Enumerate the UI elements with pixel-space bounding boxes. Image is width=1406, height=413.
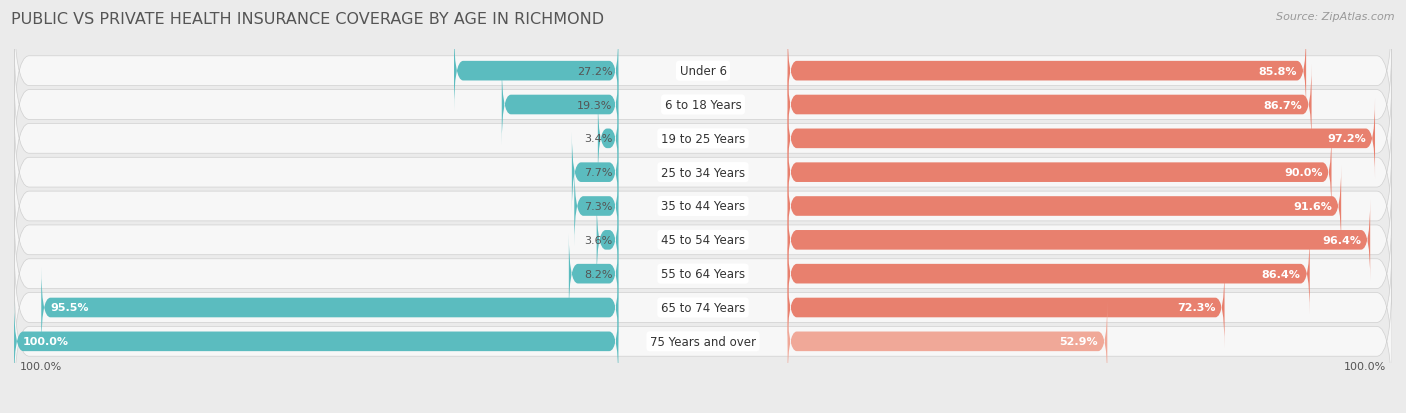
Text: 19 to 25 Years: 19 to 25 Years (661, 133, 745, 145)
Text: 6 to 18 Years: 6 to 18 Years (665, 99, 741, 112)
FancyBboxPatch shape (14, 272, 1392, 411)
Text: 91.6%: 91.6% (1294, 202, 1331, 211)
Text: 72.3%: 72.3% (1177, 303, 1215, 313)
Text: 52.9%: 52.9% (1060, 337, 1098, 347)
Text: 100.0%: 100.0% (1344, 361, 1386, 371)
Text: Source: ZipAtlas.com: Source: ZipAtlas.com (1277, 12, 1395, 22)
FancyBboxPatch shape (502, 64, 619, 146)
Text: 96.4%: 96.4% (1322, 235, 1361, 245)
FancyBboxPatch shape (41, 267, 619, 349)
Text: 90.0%: 90.0% (1284, 168, 1323, 178)
Text: 75 Years and over: 75 Years and over (650, 335, 756, 348)
FancyBboxPatch shape (787, 132, 1331, 214)
Text: 95.5%: 95.5% (51, 303, 89, 313)
FancyBboxPatch shape (14, 36, 1392, 175)
FancyBboxPatch shape (14, 137, 1392, 276)
Text: 100.0%: 100.0% (22, 337, 69, 347)
Text: 8.2%: 8.2% (583, 269, 613, 279)
Text: 35 to 44 Years: 35 to 44 Years (661, 200, 745, 213)
FancyBboxPatch shape (598, 98, 619, 180)
FancyBboxPatch shape (14, 204, 1392, 344)
Text: 19.3%: 19.3% (576, 100, 613, 110)
FancyBboxPatch shape (14, 171, 1392, 310)
Text: 45 to 54 Years: 45 to 54 Years (661, 234, 745, 247)
Text: 7.7%: 7.7% (583, 168, 613, 178)
FancyBboxPatch shape (787, 301, 1108, 382)
FancyBboxPatch shape (574, 166, 619, 247)
Text: 7.3%: 7.3% (583, 202, 613, 211)
Text: 3.6%: 3.6% (583, 235, 613, 245)
Text: 65 to 74 Years: 65 to 74 Years (661, 301, 745, 314)
Text: 86.4%: 86.4% (1261, 269, 1301, 279)
Text: 55 to 64 Years: 55 to 64 Years (661, 268, 745, 280)
FancyBboxPatch shape (454, 31, 619, 112)
Text: 27.2%: 27.2% (576, 66, 613, 76)
FancyBboxPatch shape (787, 199, 1371, 281)
FancyBboxPatch shape (14, 69, 1392, 209)
FancyBboxPatch shape (787, 233, 1310, 315)
FancyBboxPatch shape (569, 233, 619, 315)
FancyBboxPatch shape (787, 98, 1375, 180)
FancyBboxPatch shape (14, 301, 619, 382)
Text: 85.8%: 85.8% (1258, 66, 1298, 76)
FancyBboxPatch shape (14, 238, 1392, 377)
FancyBboxPatch shape (787, 31, 1306, 112)
FancyBboxPatch shape (596, 199, 619, 281)
FancyBboxPatch shape (787, 64, 1312, 146)
Text: 25 to 34 Years: 25 to 34 Years (661, 166, 745, 179)
Text: 3.4%: 3.4% (583, 134, 613, 144)
Text: 97.2%: 97.2% (1327, 134, 1367, 144)
Text: 100.0%: 100.0% (20, 361, 62, 371)
Text: 86.7%: 86.7% (1264, 100, 1302, 110)
FancyBboxPatch shape (14, 103, 1392, 242)
FancyBboxPatch shape (787, 166, 1341, 247)
FancyBboxPatch shape (14, 2, 1392, 141)
FancyBboxPatch shape (787, 267, 1225, 349)
FancyBboxPatch shape (572, 132, 619, 214)
Text: PUBLIC VS PRIVATE HEALTH INSURANCE COVERAGE BY AGE IN RICHMOND: PUBLIC VS PRIVATE HEALTH INSURANCE COVER… (11, 12, 605, 27)
Text: Under 6: Under 6 (679, 65, 727, 78)
